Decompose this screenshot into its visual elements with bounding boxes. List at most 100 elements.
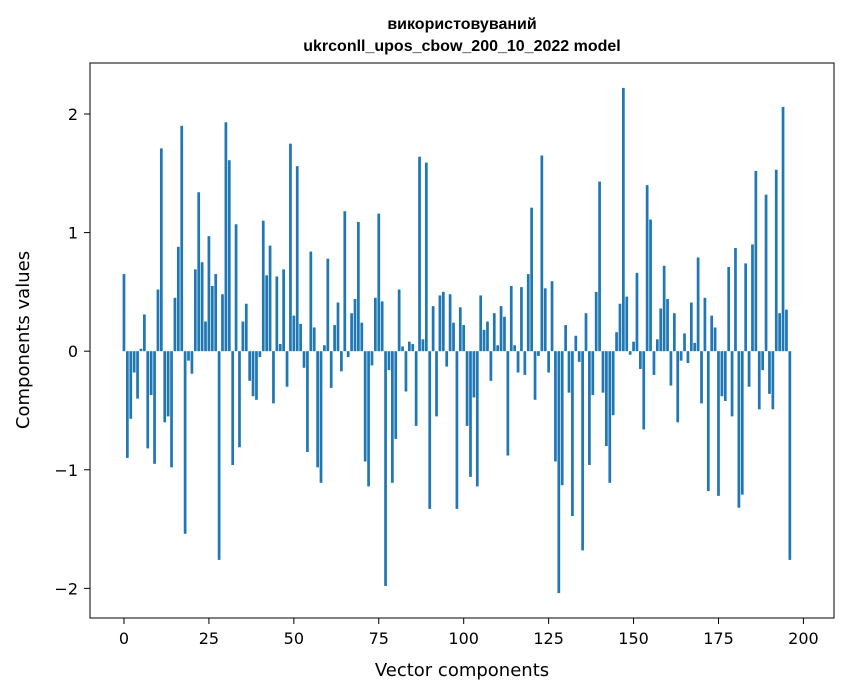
bar bbox=[520, 287, 523, 352]
bar bbox=[319, 351, 323, 483]
bar bbox=[207, 236, 211, 352]
bar bbox=[136, 351, 139, 399]
bar bbox=[666, 298, 669, 352]
bar bbox=[625, 296, 629, 352]
bar bbox=[251, 351, 255, 397]
bar bbox=[387, 351, 391, 371]
bar bbox=[217, 351, 221, 560]
bar bbox=[418, 156, 421, 352]
bar bbox=[526, 274, 530, 352]
bar bbox=[397, 289, 401, 352]
bar bbox=[285, 351, 289, 387]
bar bbox=[598, 181, 601, 352]
x-tick-label: 50 bbox=[284, 629, 304, 648]
bar bbox=[244, 303, 248, 352]
bar bbox=[258, 351, 262, 358]
x-tick-label: 125 bbox=[533, 629, 564, 648]
bar bbox=[509, 285, 513, 352]
x-axis-ticks: 0 25 50 75 100 125 150 175 200 bbox=[119, 618, 819, 648]
bar bbox=[672, 313, 676, 352]
bar bbox=[720, 351, 724, 397]
bar bbox=[336, 302, 340, 352]
y-tick-label: −2 bbox=[54, 579, 78, 598]
bar bbox=[455, 351, 459, 509]
bar bbox=[611, 351, 615, 416]
bar bbox=[622, 87, 625, 352]
bar bbox=[584, 313, 588, 352]
bar bbox=[696, 257, 700, 352]
bar bbox=[649, 219, 652, 352]
bar bbox=[231, 351, 235, 466]
bar bbox=[282, 269, 285, 352]
bar bbox=[329, 351, 333, 388]
bar bbox=[465, 351, 469, 426]
bar bbox=[176, 246, 180, 352]
x-tick-label: 75 bbox=[369, 629, 389, 648]
bar bbox=[183, 351, 187, 534]
bar bbox=[370, 351, 374, 366]
bar bbox=[261, 220, 265, 352]
bar bbox=[577, 351, 581, 362]
bar bbox=[248, 351, 252, 381]
bar bbox=[143, 314, 146, 352]
bar bbox=[662, 265, 666, 352]
bar bbox=[513, 345, 517, 352]
bar bbox=[771, 351, 775, 410]
bar bbox=[717, 351, 720, 496]
bar bbox=[452, 322, 455, 352]
bar bbox=[193, 269, 197, 352]
bar bbox=[380, 301, 384, 352]
x-tick-label: 0 bbox=[119, 629, 129, 648]
bar bbox=[774, 169, 778, 352]
bar bbox=[537, 351, 540, 356]
bar bbox=[224, 122, 228, 352]
bar bbox=[357, 221, 360, 352]
bar-series bbox=[122, 87, 792, 594]
bar bbox=[411, 344, 415, 352]
bar bbox=[710, 315, 714, 352]
bar bbox=[747, 351, 751, 387]
bar bbox=[594, 291, 598, 352]
bar bbox=[227, 160, 231, 352]
bar bbox=[659, 308, 663, 352]
bar bbox=[768, 351, 771, 394]
bar bbox=[431, 306, 435, 352]
bar bbox=[761, 351, 765, 371]
bar bbox=[435, 351, 438, 417]
bar bbox=[445, 351, 449, 367]
bar bbox=[333, 325, 336, 352]
bar bbox=[723, 351, 727, 401]
bar bbox=[149, 351, 153, 396]
bar bbox=[764, 194, 768, 352]
bar bbox=[156, 289, 160, 352]
bar bbox=[635, 272, 639, 352]
bar bbox=[503, 316, 506, 352]
bar bbox=[703, 297, 707, 352]
bar bbox=[166, 351, 170, 417]
bar bbox=[367, 351, 370, 487]
bar bbox=[540, 155, 544, 352]
plot-frame bbox=[89, 62, 835, 619]
bar bbox=[469, 351, 472, 477]
x-tick-label: 100 bbox=[448, 629, 479, 648]
y-axis-ticks: −2 −1 0 1 2 bbox=[54, 105, 90, 598]
bar bbox=[312, 327, 316, 352]
bar bbox=[173, 297, 177, 352]
bar bbox=[479, 295, 483, 352]
bar bbox=[255, 351, 258, 400]
bar bbox=[676, 351, 680, 423]
bar bbox=[492, 313, 496, 352]
bar bbox=[190, 351, 194, 374]
bar bbox=[323, 345, 326, 352]
x-tick-label: 175 bbox=[703, 629, 734, 648]
bar bbox=[275, 276, 279, 352]
bar bbox=[221, 294, 224, 352]
bar bbox=[571, 351, 574, 517]
bar bbox=[567, 351, 571, 393]
bar bbox=[159, 148, 163, 352]
bar bbox=[734, 248, 737, 352]
bar bbox=[669, 351, 673, 386]
bar bbox=[652, 351, 656, 375]
plot-area-background bbox=[90, 63, 834, 618]
